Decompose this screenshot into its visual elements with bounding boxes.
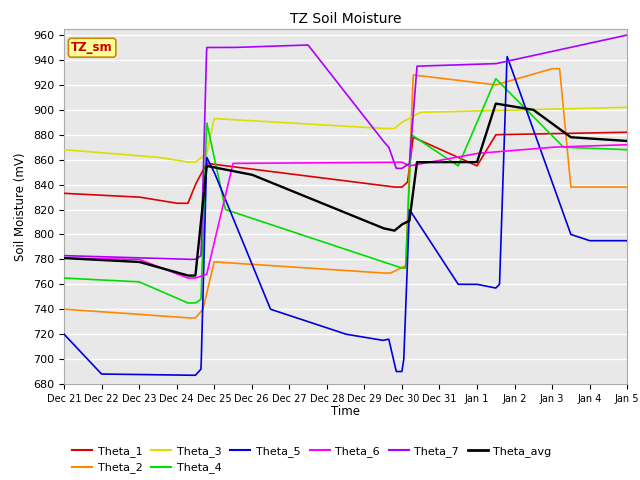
X-axis label: Time: Time xyxy=(331,405,360,418)
Text: TZ_sm: TZ_sm xyxy=(71,41,113,54)
Legend: Theta_1, Theta_2, Theta_3, Theta_4, Theta_5, Theta_6, Theta_7, Theta_avg: Theta_1, Theta_2, Theta_3, Theta_4, Thet… xyxy=(68,442,556,478)
Title: TZ Soil Moisture: TZ Soil Moisture xyxy=(290,12,401,26)
Y-axis label: Soil Moisture (mV): Soil Moisture (mV) xyxy=(15,152,28,261)
